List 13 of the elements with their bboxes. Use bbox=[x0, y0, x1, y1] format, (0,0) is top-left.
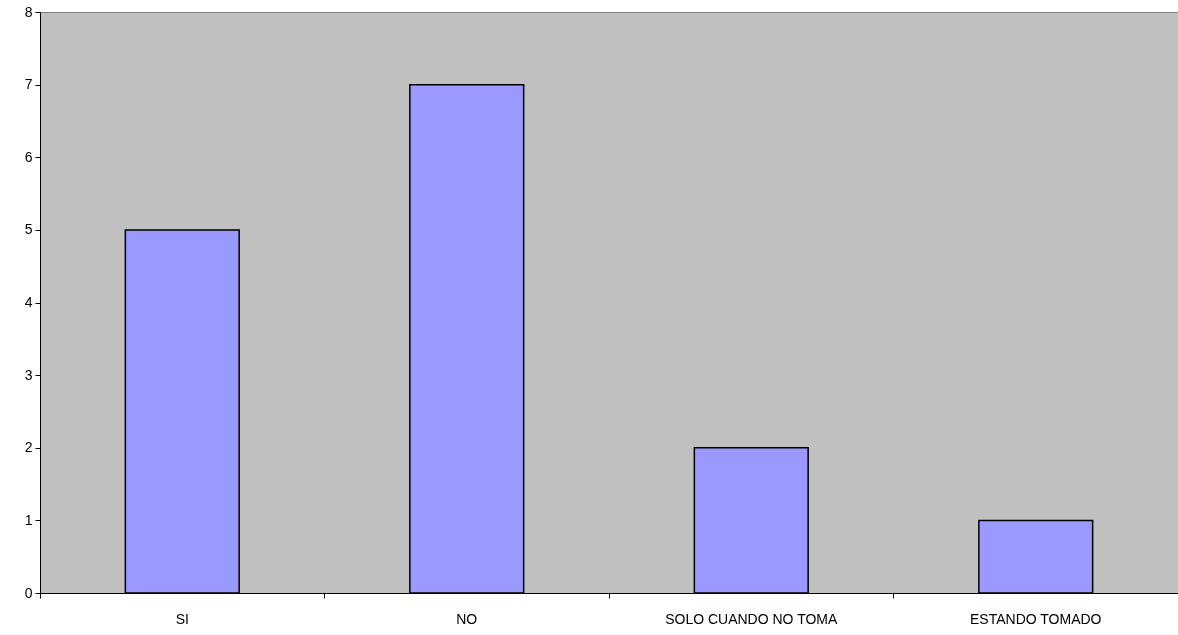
x-tick-label: SOLO CUANDO NO TOMA bbox=[665, 610, 838, 627]
y-tick-label: 3 bbox=[24, 366, 33, 383]
x-tick-label: ESTANDO TOMADO bbox=[970, 610, 1102, 627]
y-tick-label: 8 bbox=[24, 3, 33, 20]
x-tick-label: NO bbox=[456, 610, 478, 627]
y-tick-label: 5 bbox=[24, 221, 33, 238]
y-tick-label: 6 bbox=[24, 148, 33, 165]
y-tick-label: 0 bbox=[24, 584, 33, 601]
y-tick-label: 2 bbox=[24, 439, 33, 456]
x-tick-label: SI bbox=[175, 610, 189, 627]
y-tick-label: 7 bbox=[24, 76, 33, 93]
y-tick-label: 1 bbox=[24, 511, 33, 528]
y-tick-label: 4 bbox=[24, 294, 33, 310]
